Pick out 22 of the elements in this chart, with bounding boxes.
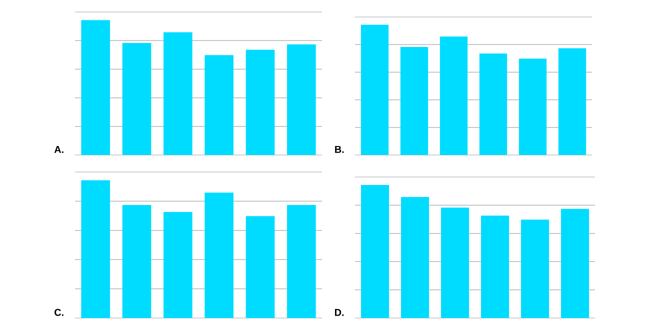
bar <box>81 20 110 155</box>
bar <box>81 180 110 318</box>
bar <box>164 212 192 318</box>
bar <box>204 55 234 155</box>
bar <box>479 53 508 155</box>
text: A. <box>54 146 64 153</box>
text: C. <box>54 308 64 316</box>
bar <box>400 46 428 155</box>
bar <box>204 192 234 318</box>
bar <box>440 36 468 155</box>
bar <box>518 58 547 155</box>
text: B. <box>335 146 344 153</box>
bar <box>164 32 192 155</box>
bar <box>360 24 389 155</box>
bar <box>122 43 152 155</box>
text: D. <box>335 309 344 316</box>
bar <box>246 50 275 155</box>
bar <box>122 205 152 318</box>
bar <box>287 205 316 318</box>
bar <box>558 48 586 155</box>
bar <box>287 44 316 155</box>
bar <box>246 216 275 318</box>
